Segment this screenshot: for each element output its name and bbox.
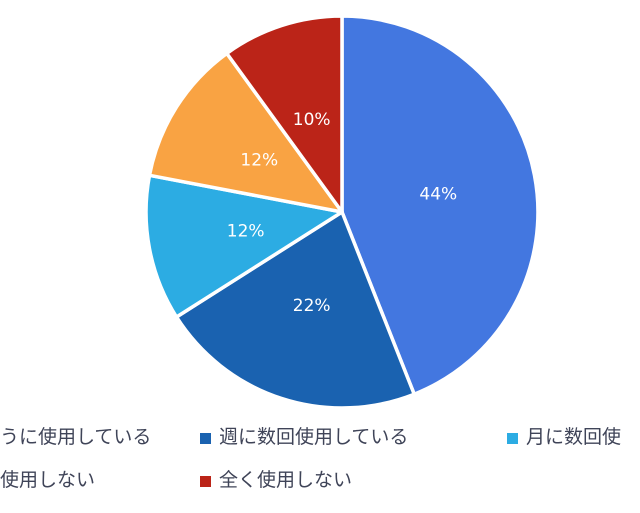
legend-marker-never-icon: [200, 476, 211, 487]
pie-slice-label-2: 12%: [227, 221, 265, 241]
pie-slice-label-4: 10%: [293, 110, 331, 130]
pie-slice-label-0: 44%: [419, 185, 457, 205]
pie-slice-label-1: 22%: [293, 296, 331, 316]
pie-slice-3: [147, 51, 344, 214]
legend-item-rarely-use: 使用しない: [0, 471, 95, 490]
pie-slice-1: [174, 210, 416, 410]
pie-chart-svg: 44% 22% 12% 12% 10%: [144, 14, 540, 410]
legend-item-label: 使用しない: [0, 469, 96, 491]
pie-slice-4: [225, 14, 344, 214]
pie-slice-2: [144, 173, 344, 319]
chart-legend: うに使用している 週に数回使用している 月に数回使 使用しない 全く使用しない: [0, 420, 640, 513]
pie-chart-figure: 44% 22% 12% 12% 10%: [144, 14, 540, 410]
legend-item-label: 月に数回使: [526, 426, 622, 448]
pie-slice-0: [340, 14, 540, 396]
legend-item-label: うに使用している: [0, 426, 152, 448]
legend-item-never-use: 全く使用しない: [200, 471, 352, 490]
legend-marker-monthly-icon: [507, 433, 518, 444]
pie-slice-label-3: 12%: [240, 151, 278, 171]
legend-item-daily-use: うに使用している: [0, 428, 151, 447]
legend-item-monthly-use: 月に数回使: [507, 428, 621, 447]
legend-item-weekly-use: 週に数回使用している: [200, 428, 408, 447]
legend-item-label: 全く使用しない: [219, 469, 353, 491]
legend-item-label: 週に数回使用している: [219, 426, 409, 448]
legend-marker-weekly-icon: [200, 433, 211, 444]
